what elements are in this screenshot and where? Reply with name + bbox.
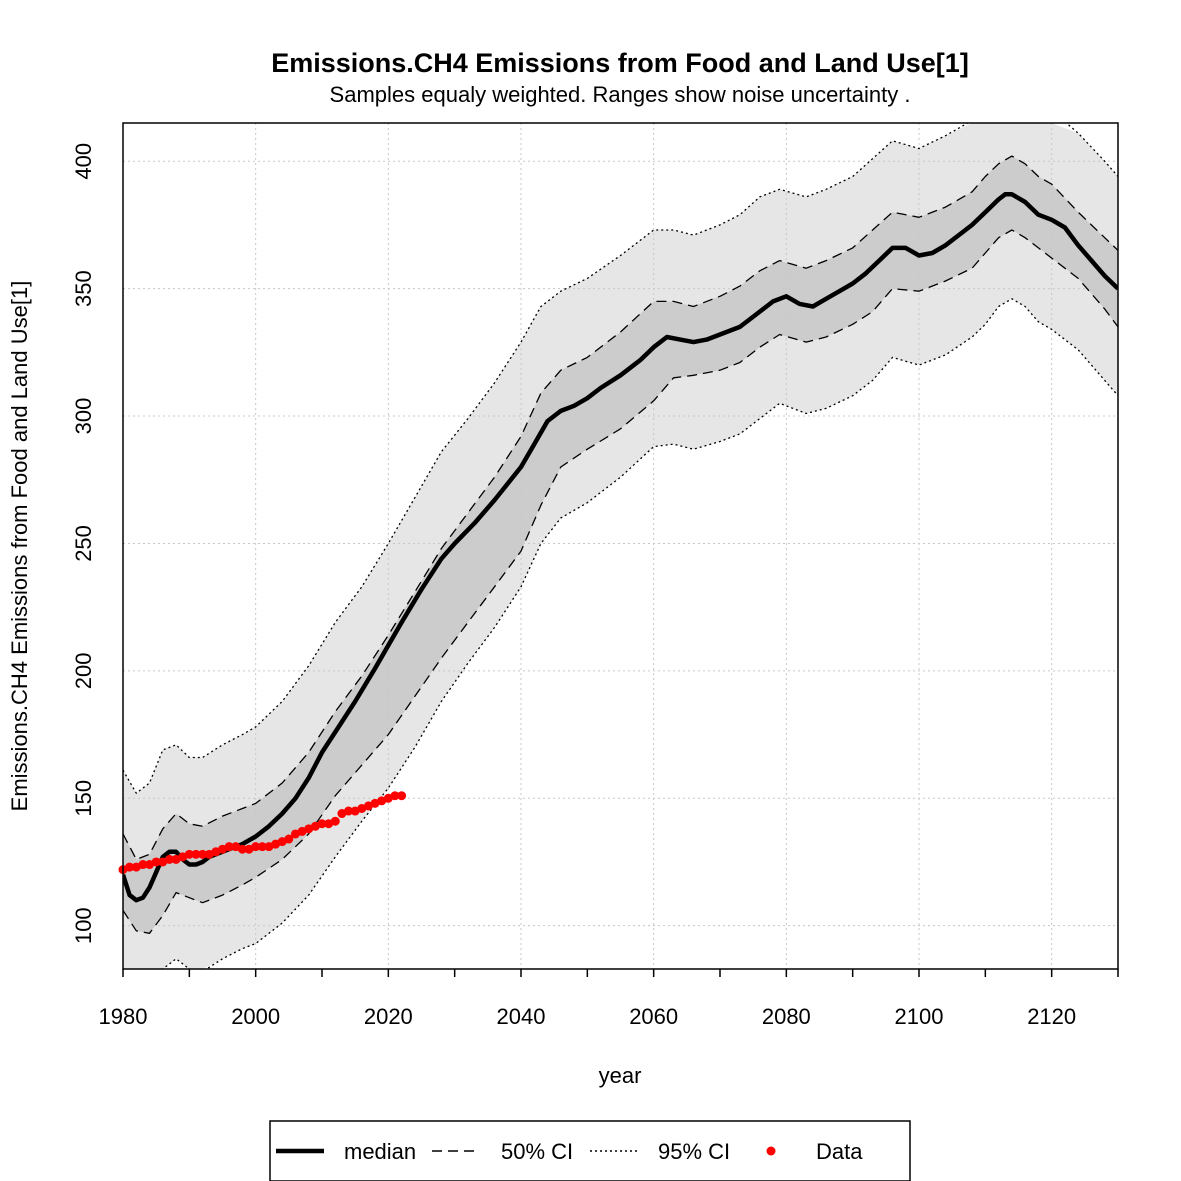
chart-subtitle: Samples equaly weighted. Ranges show noi… <box>330 82 911 107</box>
data-point <box>284 834 294 844</box>
data-point <box>191 849 201 859</box>
x-tick-label: 2060 <box>629 1004 678 1029</box>
y-tick-label: 100 <box>71 907 96 944</box>
ci50-band <box>123 156 1118 934</box>
data-point <box>164 854 174 864</box>
data-point <box>344 806 354 816</box>
y-tick-label: 250 <box>71 525 96 562</box>
x-tick-label: 2120 <box>1027 1004 1076 1029</box>
y-tick-label: 300 <box>71 398 96 435</box>
data-point <box>125 862 135 872</box>
data-point <box>224 842 234 852</box>
legend-data-label: Data <box>816 1139 863 1164</box>
x-tick-label: 2020 <box>364 1004 413 1029</box>
plot-frame <box>122 122 1119 970</box>
data-point <box>251 842 261 852</box>
y-tick-label: 400 <box>71 143 96 180</box>
ci50-upper-line <box>123 155 1118 861</box>
ci95-upper-line <box>123 123 1118 794</box>
x-tick-label: 2000 <box>231 1004 280 1029</box>
legend: median 50% CI 95% CI Data <box>269 1120 911 1181</box>
data-point <box>397 791 407 801</box>
chart-title: Emissions.CH4 Emissions from Food and La… <box>271 48 969 78</box>
data-point <box>138 860 148 870</box>
ci95-lower-line <box>162 298 1118 969</box>
ci50-lower-line <box>123 229 1118 934</box>
data-point <box>330 816 340 826</box>
x-tick-label: 2080 <box>762 1004 811 1029</box>
data-point <box>151 857 161 867</box>
y-tick-label: 350 <box>71 270 96 307</box>
ci-bands <box>123 123 1118 969</box>
y-tick-label: 200 <box>71 653 96 690</box>
y-axis-label: Emissions.CH4 Emissions from Food and La… <box>7 281 32 812</box>
data-point <box>257 842 267 852</box>
data-point <box>198 849 208 859</box>
y-axis: 100 150 200 250 300 350 400 <box>71 143 96 944</box>
x-tick-label: 1980 <box>99 1004 148 1029</box>
y-tick-label: 150 <box>71 780 96 817</box>
x-tick-label: 2040 <box>497 1004 546 1029</box>
data-point <box>184 849 194 859</box>
x-tick-label: 2100 <box>895 1004 944 1029</box>
ci95-band <box>123 123 1118 969</box>
data-point <box>317 819 327 829</box>
legend-ci50-label: 50% CI <box>501 1139 573 1164</box>
legend-ci95-label: 95% CI <box>658 1139 730 1164</box>
legend-median-label: median <box>344 1139 416 1164</box>
x-axis: 1980 2000 2020 2040 2060 2080 2100 2120 <box>99 969 1119 1029</box>
x-axis-label: year <box>599 1063 642 1088</box>
data-point <box>237 844 247 854</box>
legend-data-swatch <box>766 1146 776 1156</box>
data-point <box>390 791 400 801</box>
